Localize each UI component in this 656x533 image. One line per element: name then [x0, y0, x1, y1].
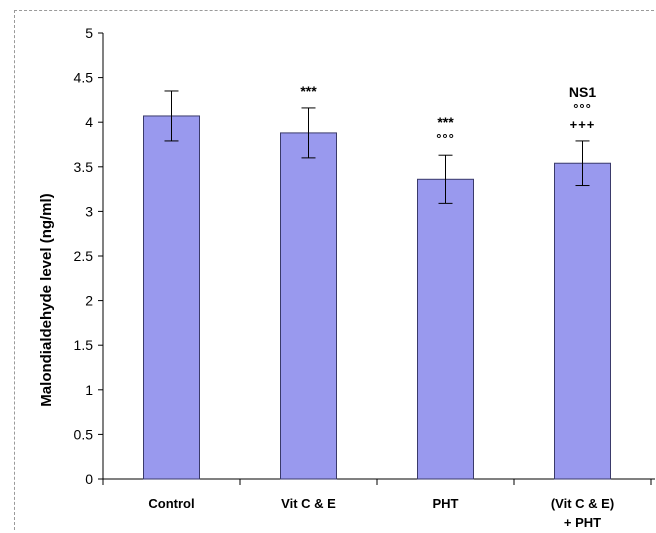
- x-category-label: (Vit C & E): [551, 496, 614, 511]
- x-category-label: Control: [148, 496, 194, 511]
- bar: [143, 115, 200, 480]
- significance-label: °°°: [573, 101, 592, 116]
- y-tick-label: 1: [85, 382, 93, 398]
- x-category-label: Vit C & E: [281, 496, 336, 511]
- significance-label: NS1: [569, 84, 596, 100]
- bars: [143, 90, 611, 480]
- bar: [417, 178, 474, 480]
- significance-label: ***: [300, 83, 317, 99]
- y-tick-label: 2: [85, 293, 93, 309]
- y-tick-label: 1.5: [74, 337, 94, 353]
- y-tick-label: 4.5: [74, 70, 94, 86]
- y-tick-label: 0.5: [74, 426, 94, 442]
- significance-label: °°°: [436, 131, 455, 146]
- y-tick-label: 5: [85, 25, 93, 41]
- y-tick-label: 3.5: [74, 159, 94, 175]
- y-axis-label: Malondialdehyde level (ng/ml): [38, 193, 55, 406]
- significance-label: ***: [437, 114, 454, 130]
- y-tick-label: 0: [85, 471, 93, 487]
- labels: Control***Vit C & E***°°°PHTNS1°°°+++(Vi…: [148, 83, 614, 530]
- y-tick-label: 3: [85, 203, 93, 219]
- y-tick-label: 4: [85, 114, 93, 130]
- y-tick-label: 2.5: [74, 248, 94, 264]
- x-category-label: + PHT: [564, 515, 601, 530]
- bar: [280, 132, 337, 480]
- significance-label: +++: [570, 117, 596, 132]
- bar: [554, 162, 611, 480]
- chart-frame: [14, 10, 654, 530]
- x-category-label: PHT: [433, 496, 459, 511]
- axes: 0 0.5 1 1.5 2 2.5 3 3.5 4 4.5 5: [74, 25, 655, 487]
